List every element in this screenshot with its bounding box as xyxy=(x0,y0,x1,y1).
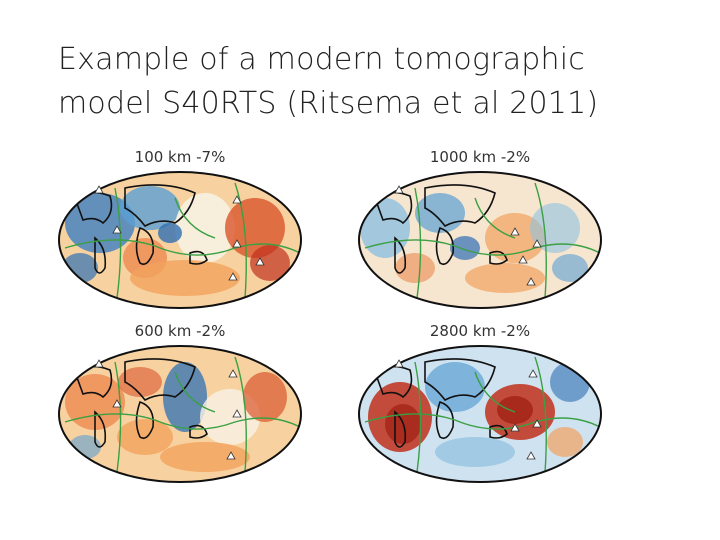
hotspot-markers xyxy=(394,359,542,460)
triangle-hotspot-icon xyxy=(518,255,528,264)
triangle-hotspot-icon xyxy=(232,195,242,204)
triangle-hotspot-icon xyxy=(226,451,236,460)
map-label-600km: 600 km -2% xyxy=(134,322,226,340)
hotspot-markers xyxy=(94,185,265,281)
triangle-hotspot-icon xyxy=(510,423,520,432)
map-panel-100km: 100 km -7% xyxy=(55,148,305,313)
coastlines xyxy=(74,358,208,448)
triangle-hotspot-icon xyxy=(532,239,542,248)
triangle-hotspot-icon xyxy=(228,369,238,378)
triangle-hotspot-icon xyxy=(112,399,122,408)
triangle-hotspot-icon xyxy=(94,359,104,368)
velocity-anomalies xyxy=(62,186,290,296)
map-panel-600km: 600 km -2% xyxy=(55,322,305,487)
slide-title-line-2: model S40RTS (Ritsema et al 2011) xyxy=(58,86,599,121)
plate-boundaries xyxy=(64,182,301,299)
triangle-hotspot-icon xyxy=(526,451,536,460)
triangle-hotspot-icon xyxy=(232,239,242,248)
triangle-hotspot-icon xyxy=(510,227,520,236)
map-label-100km: 100 km -7% xyxy=(134,148,226,166)
triangle-hotspot-icon xyxy=(255,257,265,266)
triangle-hotspot-icon xyxy=(394,359,404,368)
plate-boundaries xyxy=(364,356,601,473)
triangle-hotspot-icon xyxy=(232,409,242,418)
map-outline xyxy=(58,171,302,309)
map-label-2800km: 2800 km -2% xyxy=(429,322,531,340)
triangle-hotspot-icon xyxy=(228,272,238,281)
map-panel-2800km: 2800 km -2% xyxy=(355,322,605,487)
map-panel-1000km: 1000 km -2% xyxy=(355,148,605,313)
triangle-hotspot-icon xyxy=(526,277,536,286)
hotspot-markers xyxy=(94,359,242,460)
plate-boundaries xyxy=(64,356,301,473)
tomography-map-2800km xyxy=(358,345,602,483)
map-outline xyxy=(358,171,602,309)
triangle-hotspot-icon xyxy=(532,419,542,428)
hotspot-markers xyxy=(394,185,542,286)
triangle-hotspot-icon xyxy=(112,225,122,234)
tomography-map-1000km xyxy=(358,171,602,309)
triangle-hotspot-icon xyxy=(528,369,538,378)
tomography-map-600km xyxy=(58,345,302,483)
slide-title-line-1: Example of a modern tomographic xyxy=(58,42,585,77)
map-outline xyxy=(358,345,602,483)
velocity-anomalies xyxy=(368,362,590,467)
map-label-1000km: 1000 km -2% xyxy=(429,148,531,166)
slide-title: Example of a modern tomographic model S4… xyxy=(58,38,698,126)
map-outline xyxy=(58,345,302,483)
triangle-hotspot-icon xyxy=(94,185,104,194)
triangle-hotspot-icon xyxy=(394,185,404,194)
tomography-map-100km xyxy=(58,171,302,309)
plate-boundaries xyxy=(364,182,601,299)
